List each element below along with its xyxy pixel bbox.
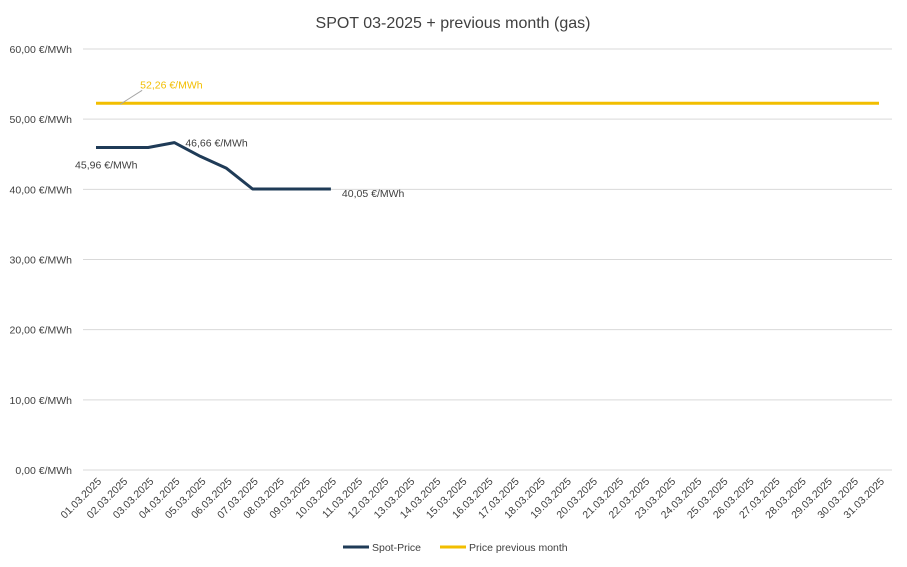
gridlines <box>83 48 892 471</box>
x-axis-tick-labels: 01.03.202502.03.202503.03.202504.03.2025… <box>59 476 888 522</box>
y-tick-label: 30,00 €/MWh <box>10 255 73 267</box>
series-lines <box>96 101 879 191</box>
y-tick-label: 10,00 €/MWh <box>10 395 73 407</box>
data-label: 45,96 €/MWh <box>75 160 138 172</box>
legend-label: Spot-Price <box>372 542 421 554</box>
y-tick-label: 50,00 €/MWh <box>10 114 73 126</box>
legend[interactable]: Spot-Price Price previous month <box>343 542 568 554</box>
y-tick-label: 0,00 €/MWh <box>15 465 72 477</box>
chart-title: SPOT 03-2025 + previous month (gas) <box>316 15 591 32</box>
y-axis-tick-labels: 0,00 €/MWh 10,00 €/MWh 20,00 €/MWh 30,00 €/… <box>10 44 73 477</box>
y-tick-label: 40,00 €/MWh <box>10 184 73 196</box>
data-labels: 45,96 €/MWh 46,66 €/MWh 40,05 €/MWh 52,26 €… <box>75 79 404 200</box>
data-label-leader <box>119 89 143 105</box>
y-tick-label: 60,00 €/MWh <box>10 44 73 56</box>
y-tick-label: 20,00 €/MWh <box>10 325 73 337</box>
legend-item-0[interactable]: Spot-Price <box>343 542 421 554</box>
legend-label: Price previous month <box>469 542 568 554</box>
series-line-0 <box>96 141 331 191</box>
legend-item-1[interactable]: Price previous month <box>440 542 568 554</box>
data-label: 40,05 €/MWh <box>342 188 405 200</box>
data-label: 52,26 €/MWh <box>140 79 203 91</box>
data-label: 46,66 €/MWh <box>185 138 248 150</box>
